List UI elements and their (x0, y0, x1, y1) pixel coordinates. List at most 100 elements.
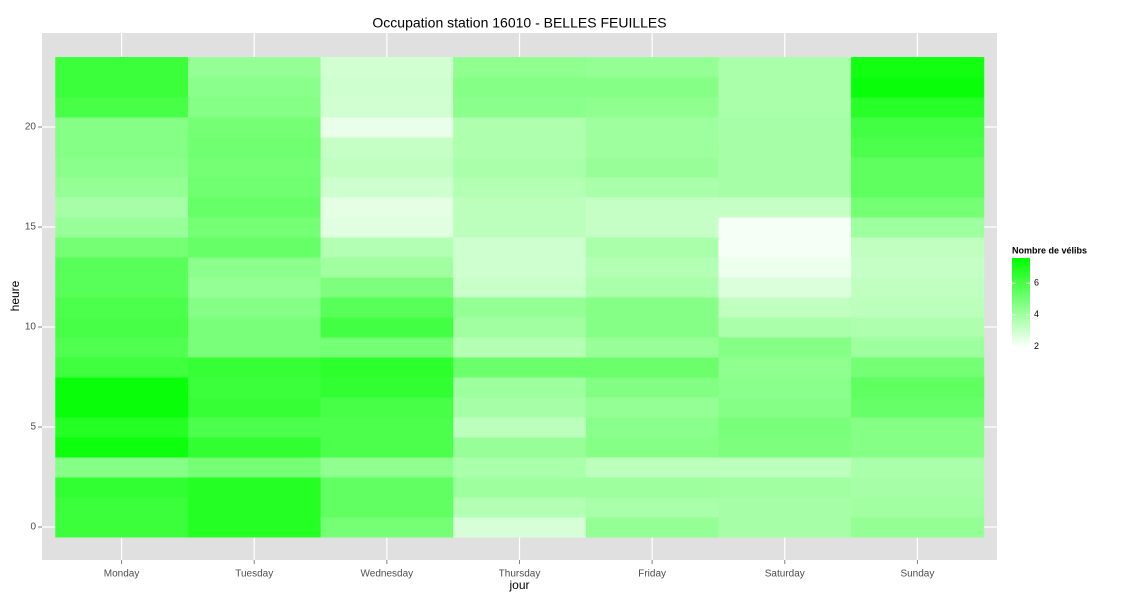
tile (187, 317, 322, 338)
tile (851, 397, 985, 418)
tile (453, 357, 587, 378)
tile (851, 477, 985, 498)
tile (187, 457, 322, 478)
tile (585, 197, 719, 218)
tile (718, 177, 852, 198)
tile (851, 277, 985, 298)
tile (585, 277, 719, 298)
tile (851, 117, 985, 138)
tile (718, 197, 852, 218)
tile (320, 97, 454, 118)
tile (585, 157, 719, 178)
x-tick-label: Sunday (900, 569, 934, 580)
tile (585, 257, 719, 278)
tile (851, 97, 985, 118)
tile (851, 337, 985, 358)
tile (453, 517, 587, 538)
tile (585, 457, 719, 478)
tile (187, 197, 322, 218)
tile (585, 477, 719, 498)
tile (55, 257, 189, 278)
tile (585, 377, 719, 398)
y-tick-label: 5 (30, 422, 36, 433)
tile (187, 177, 322, 198)
x-tick-label: Thursday (499, 569, 541, 580)
colorbar (1012, 258, 1030, 348)
tile (851, 377, 985, 398)
tile (718, 397, 852, 418)
tile (851, 137, 985, 158)
tile (453, 337, 587, 358)
tile (851, 317, 985, 338)
tile (55, 177, 189, 198)
tile (585, 237, 719, 258)
tile (453, 317, 587, 338)
tile (320, 317, 454, 338)
tile (851, 57, 985, 78)
tile (718, 297, 852, 318)
tile (851, 197, 985, 218)
x-tick-label: Tuesday (235, 569, 273, 580)
x-tick-label: Friday (638, 569, 666, 580)
tile (453, 197, 587, 218)
tile (585, 57, 719, 78)
tile (55, 497, 189, 518)
tile (585, 437, 719, 458)
tile (851, 497, 985, 518)
colorbar-tick-label: 4 (1034, 309, 1039, 319)
tile (187, 117, 322, 138)
tile (320, 337, 454, 358)
tile (851, 257, 985, 278)
tile (851, 417, 985, 438)
y-tick-label: 15 (25, 222, 37, 233)
x-tick-label: Saturday (765, 569, 805, 580)
tile (585, 317, 719, 338)
tile (320, 257, 454, 278)
tile (187, 437, 322, 458)
tile (718, 257, 852, 278)
tile (585, 97, 719, 118)
tile (55, 297, 189, 318)
tile (851, 437, 985, 458)
tile (55, 77, 189, 98)
tile (187, 517, 322, 538)
tile (320, 197, 454, 218)
tile (320, 157, 454, 178)
tile (718, 357, 852, 378)
tile (187, 137, 322, 158)
tile (55, 457, 189, 478)
tile (851, 297, 985, 318)
tile (55, 337, 189, 358)
tile (55, 517, 189, 538)
tile (187, 337, 322, 358)
tile (320, 117, 454, 138)
tile (718, 137, 852, 158)
y-tick-label: 20 (25, 122, 37, 133)
tile (453, 57, 587, 78)
tile (55, 477, 189, 498)
tile (585, 117, 719, 138)
tile (55, 197, 189, 218)
tile (55, 277, 189, 298)
tile (718, 477, 852, 498)
tile (718, 217, 852, 238)
tile (718, 417, 852, 438)
tile (453, 257, 587, 278)
tile (453, 457, 587, 478)
tile (320, 477, 454, 498)
tile (320, 217, 454, 238)
tile (320, 397, 454, 418)
tile (851, 157, 985, 178)
tile (585, 337, 719, 358)
tile (55, 137, 189, 158)
tile (718, 497, 852, 518)
tile (320, 417, 454, 438)
tile (453, 237, 587, 258)
legend-title: Nombre de vélibs (1012, 245, 1087, 255)
tile (585, 77, 719, 98)
tile (851, 517, 985, 538)
tile (718, 57, 852, 78)
tile (187, 497, 322, 518)
tile (187, 57, 322, 78)
tile (187, 297, 322, 318)
